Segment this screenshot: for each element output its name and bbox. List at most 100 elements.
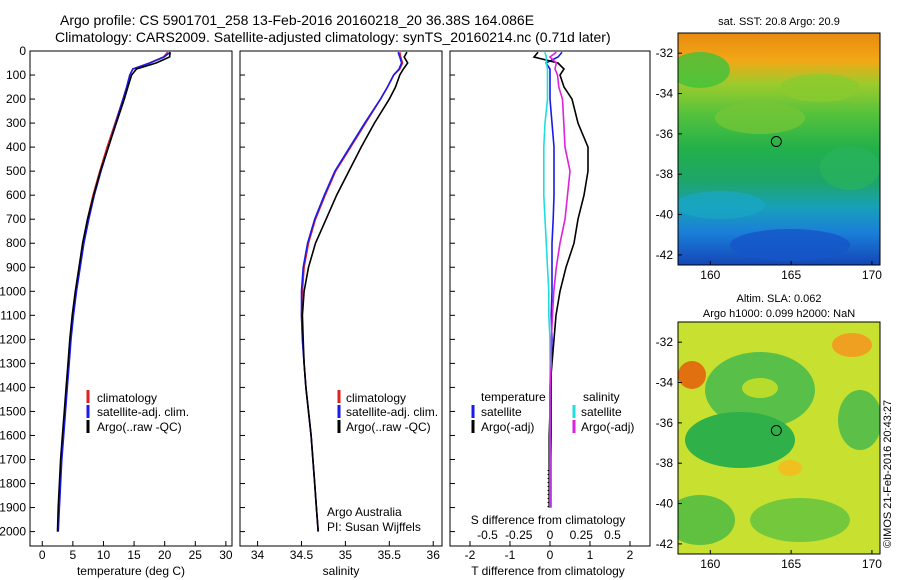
t-difference-axis-label: T difference from climatology xyxy=(471,564,625,578)
map-y-tick-label: -34 xyxy=(656,376,674,390)
temperature-x-ticks: 0 5 10 15 20 25 30 xyxy=(39,541,233,562)
map-x-tick-label: 160 xyxy=(700,268,720,282)
temperature-series xyxy=(56,51,171,532)
legend-label-s-argo: Argo(-adj) xyxy=(581,420,634,434)
map-y-tick-label: -38 xyxy=(656,456,674,470)
map-y-tick-label: -32 xyxy=(656,46,674,60)
map-x-tick-label: 165 xyxy=(781,268,801,282)
sst-cool-patch xyxy=(678,191,765,219)
s-difference-axis-label: S difference from climatology xyxy=(471,513,626,527)
argo-credit-line2: PI: Susan Wijffels xyxy=(327,520,421,534)
legend-label-argo: Argo(..raw -QC) xyxy=(97,420,182,434)
y-tick-label: 600 xyxy=(6,188,26,202)
legend-label-s-satellite: satellite xyxy=(581,405,622,419)
sla-low-patch xyxy=(750,498,850,542)
sst-map-title: sat. SST: 20.8 Argo: 20.9 xyxy=(718,16,840,28)
sst-map-frame xyxy=(677,32,881,266)
legend-title-salinity: salinity xyxy=(583,390,620,404)
legend-title-temperature: temperature xyxy=(481,390,546,404)
y-tick-label: 1800 xyxy=(0,477,26,491)
x-tick-label: 25 xyxy=(189,548,203,562)
y-tick-label: 1300 xyxy=(0,356,26,370)
depth-y-ticks: 0 100 200 300 400 500 600 700 800 900 1000 1100 1200… xyxy=(0,44,455,539)
legend-label-t-argo: Argo(-adj) xyxy=(481,420,534,434)
sla-map-ticks: 160 165 170 -32 -34 -36 -38 -40 -42 xyxy=(656,335,883,571)
y-tick-label: 800 xyxy=(6,236,26,250)
sla-mid-patch xyxy=(742,378,778,398)
x-tick-label: 2 xyxy=(627,548,634,562)
y-tick-label: 1700 xyxy=(0,452,26,466)
salinity-x-ticks: 34 34.5 35 35.5 36 xyxy=(251,541,440,562)
difference-panel: -2 -1 0 1 2 -0.5 -0.25 0 0.25 0.5 S difference f… xyxy=(449,50,651,578)
y-tick-label: 0 xyxy=(19,44,26,58)
argo-credit-line1: Argo Australia xyxy=(327,505,402,519)
x-tick-label-secondary: 0 xyxy=(547,528,554,542)
salinity-legend: climatology satellite-adj. clim. Argo(..… xyxy=(337,390,438,434)
x-tick-label: 0 xyxy=(39,548,46,562)
legend-label-satellite: satellite-adj. clim. xyxy=(346,405,438,419)
salinity-axes-box xyxy=(239,50,443,547)
series-line-climatology xyxy=(300,52,404,532)
map-x-tick-label: 170 xyxy=(862,268,882,282)
y-tick-label: 2000 xyxy=(0,525,26,539)
imos-timestamp: ©IMOS 21-Feb-2016 20:43:27 xyxy=(882,400,894,548)
temperature-legend: climatology satellite-adj. clim. Argo(..… xyxy=(86,390,189,434)
map-y-tick-label: -36 xyxy=(656,416,674,430)
x-tick-label: 36 xyxy=(427,548,441,562)
sst-warm-patch xyxy=(715,102,805,134)
argo-float-marker xyxy=(770,136,782,148)
sla-high-patch xyxy=(778,460,802,476)
x-tick-label: 15 xyxy=(127,548,141,562)
x-tick-label-secondary: 0.25 xyxy=(570,528,594,542)
x-tick-label: -2 xyxy=(465,548,476,562)
map-y-tick-label: -34 xyxy=(656,87,674,101)
series-line-t-argo-adj- xyxy=(532,51,589,508)
x-tick-label-secondary: 0.5 xyxy=(604,528,621,542)
y-tick-label: 900 xyxy=(6,260,26,274)
map-x-tick-label: 170 xyxy=(862,557,882,571)
y-tick-label: 100 xyxy=(6,68,26,82)
x-tick-label: 30 xyxy=(219,548,233,562)
map-y-tick-label: -40 xyxy=(656,497,674,511)
x-tick-label-secondary: -0.25 xyxy=(505,528,533,542)
y-tick-label: 1400 xyxy=(0,380,26,394)
salinity-series xyxy=(300,51,409,532)
sst-warm-patch xyxy=(678,52,730,88)
x-tick-label: 35 xyxy=(339,548,353,562)
map-y-tick-label: -42 xyxy=(656,248,674,262)
map-y-tick-label: -42 xyxy=(656,537,674,551)
map-y-tick-label: -32 xyxy=(656,335,674,349)
sst-cool-patch xyxy=(820,146,880,190)
figure-title-line1: Argo profile: CS 5901701_258 13-Feb-2016… xyxy=(60,12,534,28)
sla-low-patch xyxy=(838,390,880,450)
legend-label-climatology: climatology xyxy=(346,391,406,405)
map-x-tick-label: 160 xyxy=(700,557,720,571)
legend-label-t-satellite: satellite xyxy=(481,405,522,419)
legend-label-argo: Argo(..raw -QC) xyxy=(346,420,431,434)
argo-float-marker xyxy=(770,425,782,437)
map-x-tick-label: 165 xyxy=(781,557,801,571)
sla-map-panel: Altim. SLA: 0.062 Argo h1000: 0.099 h200… xyxy=(656,293,883,571)
temperature-x-axis-label: temperature (deg C) xyxy=(77,564,185,578)
sst-map-ticks: 160 165 170 -32 -34 -36 -38 -40 -42 xyxy=(656,46,883,282)
sst-cool-patch xyxy=(730,229,850,261)
difference-s-ticks: -0.5 -0.25 0 0.25 0.5 xyxy=(477,528,621,542)
sst-map-panel: sat. SST: 20.8 Argo: 20.9 xyxy=(656,16,883,282)
x-tick-label: 34.5 xyxy=(290,548,314,562)
x-tick-label: 10 xyxy=(97,548,111,562)
difference-legend: temperature salinity satellite Argo(-adj… xyxy=(471,390,634,434)
y-tick-label: 1100 xyxy=(0,308,26,322)
y-tick-label: 400 xyxy=(6,140,26,154)
y-tick-label: 1500 xyxy=(0,404,26,418)
x-tick-label: -1 xyxy=(505,548,516,562)
sla-low-patch xyxy=(685,412,795,468)
series-line-s-argo-adj- xyxy=(548,51,571,508)
map-y-tick-label: -38 xyxy=(656,167,674,181)
map-y-tick-label: -40 xyxy=(656,208,674,222)
y-tick-label: 1600 xyxy=(0,428,26,442)
series-line-satellite-adj-clim- xyxy=(57,51,171,532)
figure-title-line2: Climatology: CARS2009. Satellite-adjuste… xyxy=(55,29,611,45)
series-line-argo-raw-qc- xyxy=(301,51,409,532)
x-tick-label-secondary: -0.5 xyxy=(477,528,498,542)
